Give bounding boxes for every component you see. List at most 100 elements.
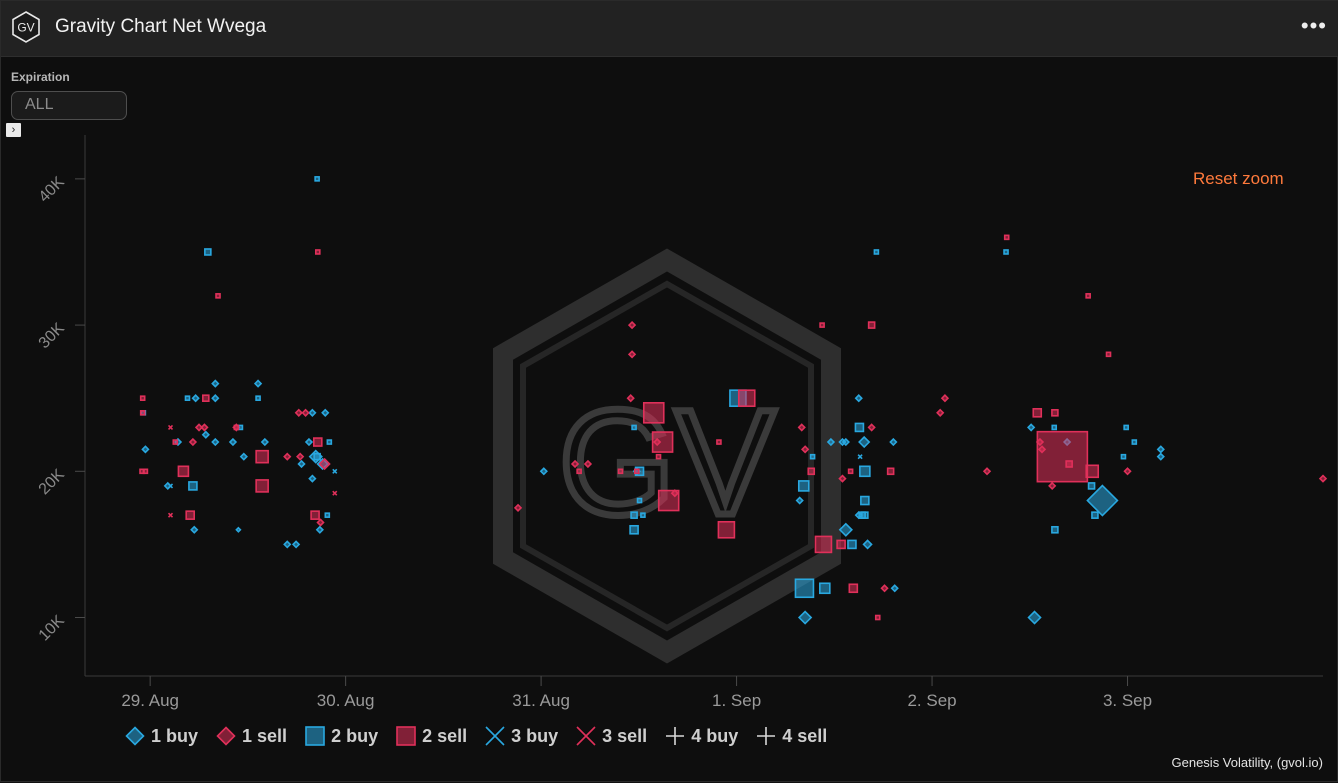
data-point[interactable] [634, 468, 640, 475]
data-point[interactable] [296, 452, 305, 461]
data-point[interactable] [188, 481, 198, 491]
data-point[interactable] [642, 402, 665, 424]
data-point[interactable] [326, 439, 333, 445]
data-point[interactable] [797, 610, 813, 625]
more-horizontal-icon[interactable]: ••• [1300, 13, 1327, 38]
data-point[interactable] [184, 395, 191, 401]
data-point[interactable] [1318, 474, 1328, 483]
data-point[interactable] [167, 512, 174, 518]
data-point[interactable] [513, 503, 523, 512]
data-point[interactable] [655, 453, 662, 460]
legend-item-1-buy[interactable]: 1 buy [123, 724, 198, 748]
data-point[interactable] [211, 437, 220, 447]
data-point[interactable] [819, 582, 831, 595]
data-point[interactable] [819, 322, 825, 328]
legend-item-2-sell[interactable]: 2 sell [394, 724, 467, 748]
data-point[interactable] [255, 395, 261, 401]
data-point[interactable] [1131, 439, 1138, 445]
data-point[interactable] [235, 526, 242, 533]
data-point[interactable] [301, 408, 310, 417]
expiration-select[interactable]: ALL [11, 91, 127, 120]
data-point[interactable] [283, 540, 292, 549]
data-point[interactable] [190, 525, 199, 534]
legend-item-2-buy[interactable]: 2 buy [303, 724, 378, 748]
data-point[interactable] [139, 410, 146, 416]
data-point[interactable] [141, 445, 150, 454]
legend-item-4-sell[interactable]: 4 sell [754, 724, 827, 748]
data-point[interactable] [297, 459, 306, 469]
data-point[interactable] [1105, 351, 1112, 358]
data-point[interactable] [1087, 482, 1096, 490]
data-point[interactable] [838, 474, 847, 483]
data-point[interactable] [1086, 484, 1119, 517]
data-point[interactable] [177, 465, 190, 478]
legend-item-4-buy[interactable]: 4 buy [663, 724, 738, 748]
data-point[interactable] [1027, 423, 1036, 432]
data-point[interactable] [1156, 452, 1165, 461]
data-point[interactable] [874, 614, 881, 621]
data-point[interactable] [800, 445, 810, 454]
data-point[interactable] [940, 394, 950, 403]
data-point[interactable] [233, 424, 240, 431]
data-point[interactable] [255, 479, 269, 493]
data-point[interactable] [854, 394, 863, 403]
data-point[interactable] [1051, 409, 1059, 417]
data-point[interactable] [211, 379, 220, 388]
data-point[interactable] [315, 249, 321, 255]
data-point[interactable] [172, 439, 179, 445]
data-point[interactable] [167, 424, 174, 430]
legend-item-3-buy[interactable]: 3 buy [483, 724, 558, 748]
data-point[interactable] [1065, 460, 1073, 468]
data-point[interactable] [324, 512, 331, 518]
data-point[interactable] [315, 525, 324, 534]
chevron-right-icon[interactable]: › [6, 123, 21, 137]
data-point[interactable] [797, 480, 810, 492]
data-point[interactable] [854, 422, 865, 433]
data-point[interactable] [1123, 424, 1129, 431]
data-point[interactable] [1091, 511, 1099, 519]
data-point[interactable] [1036, 430, 1089, 483]
data-point[interactable] [314, 176, 320, 182]
data-point[interactable] [294, 408, 303, 417]
data-point[interactable] [583, 459, 593, 469]
data-point[interactable] [1051, 525, 1059, 534]
data-point[interactable] [200, 423, 209, 432]
data-point[interactable] [1051, 424, 1058, 431]
data-point[interactable] [982, 467, 992, 476]
data-point[interactable] [202, 394, 210, 402]
data-point[interactable] [570, 459, 580, 469]
legend-item-1-sell[interactable]: 1 sell [214, 724, 287, 748]
data-point[interactable] [627, 350, 637, 359]
data-point[interactable] [260, 437, 269, 447]
data-point[interactable] [308, 474, 317, 483]
data-point[interactable] [862, 539, 873, 550]
reset-zoom-button[interactable]: Reset zoom [1193, 169, 1284, 188]
data-point[interactable] [809, 453, 816, 460]
data-point[interactable] [629, 524, 639, 535]
data-point[interactable] [1085, 293, 1091, 299]
data-point[interactable] [139, 395, 146, 401]
data-point[interactable] [859, 465, 871, 478]
data-point[interactable] [313, 452, 321, 461]
data-point[interactable] [627, 320, 637, 330]
data-point[interactable] [889, 437, 898, 447]
data-point[interactable] [316, 518, 325, 527]
data-point[interactable] [318, 457, 331, 471]
data-point[interactable] [794, 578, 815, 599]
data-point[interactable] [858, 435, 871, 449]
data-point[interactable] [308, 408, 317, 417]
data-point[interactable] [848, 583, 859, 594]
data-point[interactable] [836, 539, 846, 550]
data-point[interactable] [717, 520, 736, 539]
data-point[interactable] [737, 389, 756, 407]
data-point[interactable] [867, 423, 876, 432]
data-point[interactable] [1032, 408, 1043, 418]
data-point[interactable] [857, 454, 863, 460]
data-point[interactable] [631, 424, 637, 431]
data-point[interactable] [332, 490, 338, 496]
data-point[interactable] [636, 497, 643, 504]
data-point[interactable] [211, 394, 220, 403]
data-point[interactable] [313, 437, 323, 447]
data-point[interactable] [814, 535, 833, 554]
data-point[interactable] [1003, 249, 1009, 255]
